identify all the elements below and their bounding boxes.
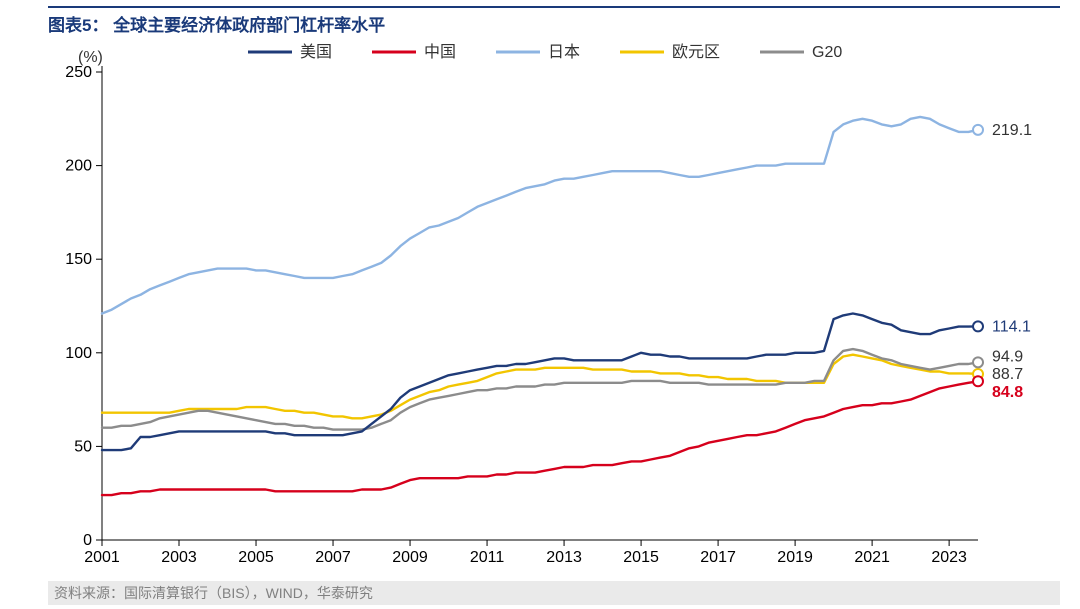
x-tick-label: 2023 (931, 549, 967, 566)
y-tick-label: 150 (65, 251, 92, 268)
line-chart: (%)0501001502002502001200320052007200920… (48, 40, 1058, 576)
x-tick-label: 2001 (84, 549, 120, 566)
legend-item-g20: G20 (760, 44, 842, 61)
x-tick-label: 2019 (777, 549, 813, 566)
chart-svg: (%)0501001502002502001200320052007200920… (48, 40, 1058, 576)
end-label-china: 84.8 (992, 384, 1023, 401)
legend-label-g20: G20 (812, 44, 842, 61)
legend-label-euro: 欧元区 (672, 43, 720, 61)
footer-bar: 资料来源：国际清算银行（BIS），WIND，华泰研究 (48, 581, 1060, 605)
x-tick-label: 2017 (700, 549, 736, 566)
x-tick-label: 2015 (623, 549, 659, 566)
y-tick-label: 0 (83, 532, 92, 549)
y-tick-label: 250 (65, 64, 92, 81)
x-tick-label: 2011 (470, 549, 505, 566)
series-line-japan (102, 117, 978, 314)
legend-label-usa: 美国 (300, 43, 332, 61)
series-end-marker-g20 (973, 357, 983, 367)
y-tick-label: 100 (65, 345, 92, 362)
legend-item-euro: 欧元区 (620, 43, 720, 61)
chart-title: 图表5： 全球主要经济体政府部门杠杆率水平 (48, 7, 385, 36)
figure-container: 图表5： 全球主要经济体政府部门杠杆率水平 (%)050100150200250… (0, 0, 1080, 609)
title-bar: 图表5： 全球主要经济体政府部门杠杆率水平 (48, 6, 1060, 34)
legend-label-china: 中国 (424, 43, 456, 61)
legend-item-japan: 日本 (496, 43, 580, 61)
end-label-japan: 219.1 (992, 122, 1032, 139)
source-text: 资料来源：国际清算银行（BIS），WIND，华泰研究 (54, 583, 373, 603)
end-label-g20: 94.9 (992, 349, 1023, 366)
series-end-marker-china (973, 376, 983, 386)
y-tick-label: 200 (65, 158, 92, 175)
legend-label-japan: 日本 (548, 43, 580, 61)
y-tick-label: 50 (74, 438, 92, 455)
x-tick-label: 2013 (546, 549, 582, 566)
end-label-euro: 88.7 (992, 366, 1023, 383)
legend-item-usa: 美国 (248, 43, 332, 61)
x-tick-label: 2021 (854, 549, 890, 566)
series-end-marker-japan (973, 125, 983, 135)
series-line-usa (102, 314, 978, 451)
end-label-usa: 114.1 (992, 318, 1031, 335)
x-tick-label: 2005 (238, 549, 274, 566)
legend: 美国 中国 日本 欧元区 G20 (248, 43, 842, 61)
x-tick-label: 2003 (161, 549, 197, 566)
x-tick-label: 2007 (315, 549, 351, 566)
series-end-marker-usa (973, 321, 983, 331)
series-line-china (102, 381, 978, 495)
x-tick-label: 2009 (392, 549, 428, 566)
legend-item-china: 中国 (372, 43, 456, 61)
